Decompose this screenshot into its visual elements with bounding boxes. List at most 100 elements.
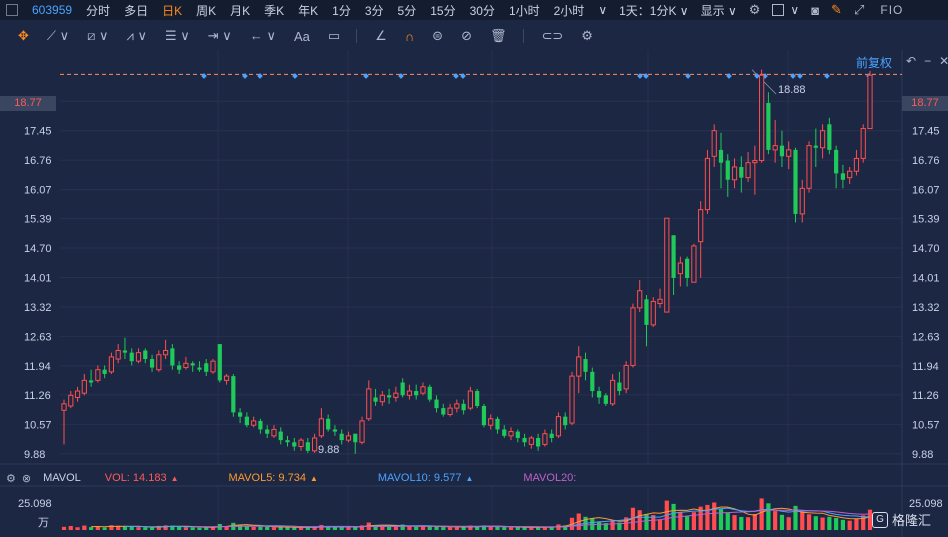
- volume-bar: [149, 527, 155, 530]
- volume-axis-max-right: 25.098: [909, 498, 943, 510]
- candle-body: [258, 420, 263, 430]
- timeframe-tab[interactable]: 1小时: [508, 3, 540, 18]
- magnet-icon[interactable]: ∩: [404, 28, 415, 44]
- candle-body: [739, 166, 744, 178]
- price-label-right: 14.70: [912, 243, 940, 255]
- stock-code[interactable]: 603959: [32, 3, 73, 17]
- timeframe-tab[interactable]: 月K: [230, 3, 251, 18]
- indicator-settings-icon[interactable]: ⚙: [6, 472, 16, 485]
- event-marker-icon: [790, 73, 796, 79]
- volume-bar: [820, 517, 825, 530]
- volume-bar: [508, 527, 514, 530]
- channel-tool-icon[interactable]: ⧄ ∨: [87, 28, 109, 43]
- price-label-left: 13.32: [24, 302, 52, 314]
- adjust-mode-button[interactable]: 前复权: [856, 56, 893, 70]
- text-tool-icon[interactable]: Aa: [293, 28, 310, 44]
- price-label-left: 16.07: [24, 185, 52, 197]
- compare-dropdown[interactable]: ∨: [790, 3, 800, 17]
- volume-bar: [834, 517, 839, 530]
- candle-body: [806, 145, 812, 189]
- candle-body: [617, 382, 622, 392]
- mavol5-value: MAVOL5: 9.734 ▲: [229, 472, 318, 484]
- timeframe-tab[interactable]: 多日: [124, 3, 149, 18]
- close-icon[interactable]: ✕: [939, 54, 948, 68]
- arrow-tool-icon[interactable]: ← ∨: [249, 28, 276, 43]
- volume-bar: [298, 527, 304, 530]
- timeframe-tab[interactable]: 30分: [469, 3, 495, 18]
- undo-icon[interactable]: ↶: [906, 54, 917, 68]
- minus-icon[interactable]: −: [924, 54, 932, 68]
- current-price-tag-left: 18.77: [0, 96, 56, 111]
- interval-dropdown-label: 1天：1分K: [619, 3, 677, 18]
- candle-body: [88, 380, 94, 383]
- candle-body: [698, 209, 704, 243]
- timeframe-tab[interactable]: 3分: [364, 3, 384, 18]
- volume-bar: [786, 517, 791, 530]
- candle-body: [793, 149, 798, 214]
- link-icon[interactable]: ⊂⊃: [541, 28, 564, 43]
- volume-bar: [447, 527, 453, 530]
- toolbar-divider: [522, 29, 524, 43]
- candle-body: [522, 437, 527, 443]
- window-square-icon[interactable]: [6, 4, 18, 16]
- price-label-left: 12.63: [24, 331, 52, 343]
- volume-bar: [468, 525, 473, 530]
- volume-bar: [82, 525, 87, 530]
- up-triangle-icon: ▲: [170, 474, 179, 483]
- brand-name: 格隆汇: [892, 513, 932, 528]
- mavol5-value-text: MAVOL5: 9.734: [228, 472, 306, 484]
- volume-bar: [75, 527, 80, 530]
- volume-bar: [387, 526, 392, 530]
- candle-body: [542, 433, 548, 445]
- move-crosshair-icon[interactable]: ✥: [18, 28, 29, 43]
- timeframe-tab[interactable]: 周K: [196, 3, 217, 18]
- volume-bar: [244, 525, 249, 530]
- candle-body: [685, 258, 690, 278]
- timeframe-more-dropdown[interactable]: ∨: [598, 3, 608, 17]
- note-tool-icon[interactable]: ▭: [327, 28, 341, 43]
- volume-bar: [563, 525, 568, 530]
- candle-body: [745, 162, 751, 179]
- volume-bar: [495, 526, 500, 530]
- fio-label[interactable]: FIO: [880, 3, 904, 17]
- price-chart[interactable]: 18.1418.1417.4517.4516.7616.7616.0716.07…: [0, 50, 948, 537]
- camera-icon[interactable]: ◙: [811, 2, 820, 18]
- fibonacci-tool-icon[interactable]: ☰ ∨: [165, 28, 190, 43]
- volume-bar: [258, 526, 263, 530]
- compare-checkbox[interactable]: [772, 4, 785, 16]
- timeframe-tab[interactable]: 1分: [332, 3, 351, 18]
- ruler-tool-icon[interactable]: ∠: [375, 28, 387, 43]
- measure-tool-icon[interactable]: ⇥ ∨: [207, 28, 232, 43]
- chart-corner-icons: ↶ − ✕: [906, 54, 948, 68]
- candle-body: [847, 170, 853, 179]
- candle-body: [210, 360, 216, 373]
- interval-dropdown[interactable]: 1天：1分K ∨: [619, 3, 689, 18]
- volume-bar: [170, 525, 175, 530]
- timeframe-tab[interactable]: 2小时: [553, 3, 585, 18]
- draw-settings-icon[interactable]: ⚙: [581, 28, 593, 43]
- timeframe-tab[interactable]: 15分: [430, 3, 456, 18]
- settings-gear-icon[interactable]: ⚙: [748, 2, 761, 17]
- volume-bar: [461, 527, 466, 530]
- pattern-tool-icon[interactable]: ⩘ ∨: [126, 28, 148, 43]
- timeframe-tab[interactable]: 分时: [86, 3, 111, 18]
- timeframe-tab[interactable]: 日K: [162, 3, 183, 18]
- delete-drawings-icon[interactable]: 🗑: [489, 28, 507, 43]
- draw-pen-icon[interactable]: ✎: [831, 2, 842, 17]
- candle-body: [454, 403, 460, 409]
- candle-body: [623, 364, 629, 390]
- lock-tool-icon[interactable]: ⊜: [432, 28, 444, 43]
- timeframe-tab[interactable]: 5分: [397, 3, 417, 18]
- timeframe-tab[interactable]: 季K: [264, 3, 285, 18]
- display-dropdown[interactable]: 显示 ∨: [700, 3, 737, 18]
- volume-bar: [773, 511, 778, 530]
- indicator-close-icon[interactable]: ⊗: [21, 472, 32, 485]
- candle-body: [81, 379, 87, 394]
- hide-drawings-icon[interactable]: ⊘: [461, 28, 472, 43]
- brand-watermark: G 格隆汇: [872, 510, 931, 529]
- timeframe-tab[interactable]: 年K: [298, 3, 319, 18]
- indicator-name[interactable]: MAVOL: [43, 472, 81, 484]
- line-tool-icon[interactable]: ⟋ ∨: [46, 28, 70, 43]
- volume-bar: [332, 526, 338, 530]
- fullscreen-icon[interactable]: ⤢: [853, 2, 865, 17]
